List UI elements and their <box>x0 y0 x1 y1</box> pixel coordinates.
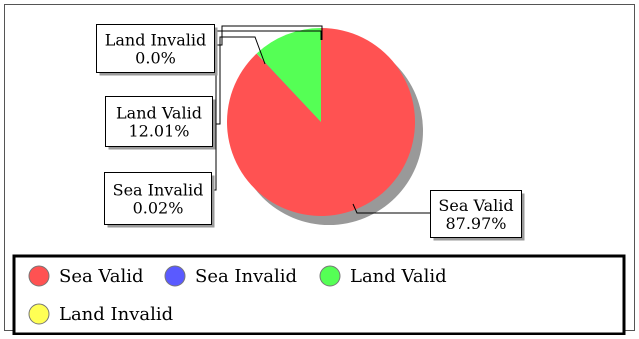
leader-line-land-valid <box>212 36 266 125</box>
callout-value-land-invalid: 0.0% <box>135 49 176 68</box>
leader-line-sea-valid <box>352 203 430 214</box>
legend-swatch-sea-invalid <box>164 265 186 287</box>
leader-line-land-invalid <box>214 25 323 46</box>
callout-value-sea-valid: 87.97% <box>445 214 506 233</box>
callout-box-sea-valid <box>430 190 522 238</box>
legend-swatch-sea-valid <box>28 265 50 287</box>
pie-slice-sea-invalid[interactable] <box>256 53 321 122</box>
callout-box-sea-invalid <box>104 172 212 225</box>
callout-label-sea-invalid: Sea Invalid <box>113 181 204 200</box>
callout-box-land-invalid <box>96 24 215 73</box>
legend-label-sea-invalid: Sea Invalid <box>195 266 297 287</box>
legend-swatch-land-invalid <box>28 303 50 325</box>
pie-area <box>226 27 423 225</box>
legend-label-land-valid: Land Valid <box>350 266 447 287</box>
legend-label-land-invalid: Land Invalid <box>59 304 173 325</box>
pie-slice-land-valid[interactable] <box>256 27 321 122</box>
callout-label-land-invalid: Land Invalid <box>105 31 206 50</box>
legend-label-sea-valid: Sea Valid <box>59 266 144 287</box>
callout-label-land-valid: Land Valid <box>116 104 202 123</box>
callout-value-land-valid: 12.01% <box>128 122 189 141</box>
legend: Sea Valid Sea Invalid Land Valid Land Inval… <box>12 254 626 337</box>
callout-label-sea-valid: Sea Valid <box>438 196 513 215</box>
callout-box-land-valid <box>105 96 213 147</box>
legend-swatch-land-valid <box>319 265 341 287</box>
legend-box <box>12 254 626 337</box>
callout-value-sea-invalid: 0.02% <box>133 199 184 218</box>
